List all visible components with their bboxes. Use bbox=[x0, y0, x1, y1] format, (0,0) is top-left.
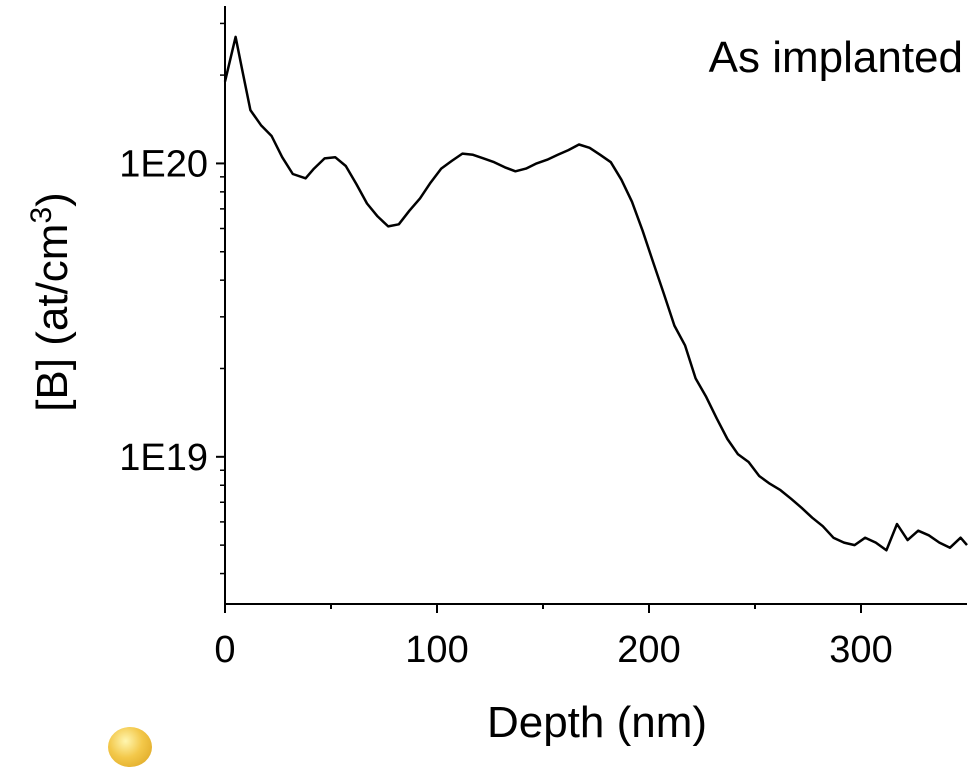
x-tick-label: 0 bbox=[214, 629, 235, 671]
x-tick-label: 300 bbox=[829, 629, 892, 671]
y-axis-label: [B] (at/cm3) bbox=[25, 192, 77, 412]
x-tick-label: 100 bbox=[405, 629, 468, 671]
y-axis-label-suffix: ) bbox=[28, 192, 77, 207]
decorative-blob bbox=[108, 727, 152, 767]
axis-ticks: 0 100 200 300 1E20 1E19 bbox=[119, 22, 893, 671]
y-tick-label: 1E20 bbox=[119, 143, 208, 185]
chart: 0 100 200 300 1E20 1E19 As implanted Depth (n… bbox=[25, 6, 968, 747]
y-axis-label-superscript: 3 bbox=[25, 207, 58, 224]
y-tick-label: 1E19 bbox=[119, 437, 208, 479]
series-layer bbox=[223, 35, 968, 552]
x-axis-label: Depth (nm) bbox=[487, 698, 707, 747]
boron-profile-line bbox=[223, 35, 968, 552]
x-tick-label: 200 bbox=[617, 629, 680, 671]
annotation-as-implanted: As implanted bbox=[709, 33, 963, 82]
plot-frame bbox=[224, 6, 967, 605]
y-axis-label-main: [B] (at/cm bbox=[28, 224, 77, 412]
